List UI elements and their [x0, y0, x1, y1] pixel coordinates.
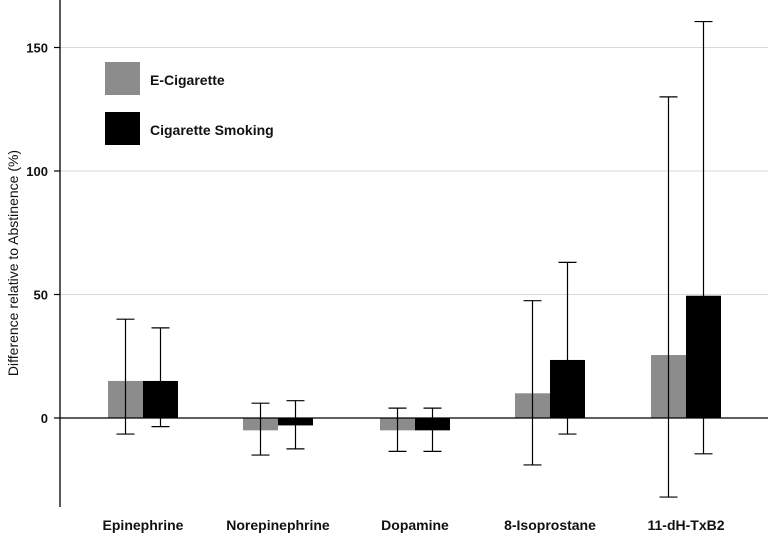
x-tick-label: Norepinephrine	[226, 517, 330, 533]
legend-swatch	[105, 112, 140, 145]
x-tick-label: 11-dH-TxB2	[647, 517, 724, 533]
y-tick-label: 0	[41, 411, 48, 426]
y-axis-title: Difference relative to Abstinence (%)	[5, 150, 21, 376]
y-tick-label: 50	[34, 288, 48, 303]
x-tick-label: Dopamine	[381, 517, 449, 533]
error-bars	[116, 20, 713, 498]
axes	[54, 0, 768, 507]
x-tick-label: Epinephrine	[103, 517, 184, 533]
labels: 0 50 100 150 Epinephrine Norepinephrine Dopami…	[26, 41, 724, 534]
legend-label: E-Cigarette	[150, 72, 225, 88]
x-tick-label: 8-Isoprostane	[504, 517, 596, 533]
legend-label: Cigarette Smoking	[150, 122, 274, 138]
y-tick-label: 150	[26, 41, 48, 56]
bars	[108, 295, 721, 431]
legend: E-Cigarette Cigarette Smoking	[105, 62, 274, 145]
legend-swatch	[105, 62, 140, 95]
y-tick-label: 100	[26, 164, 48, 179]
gridlines	[60, 47, 768, 295]
